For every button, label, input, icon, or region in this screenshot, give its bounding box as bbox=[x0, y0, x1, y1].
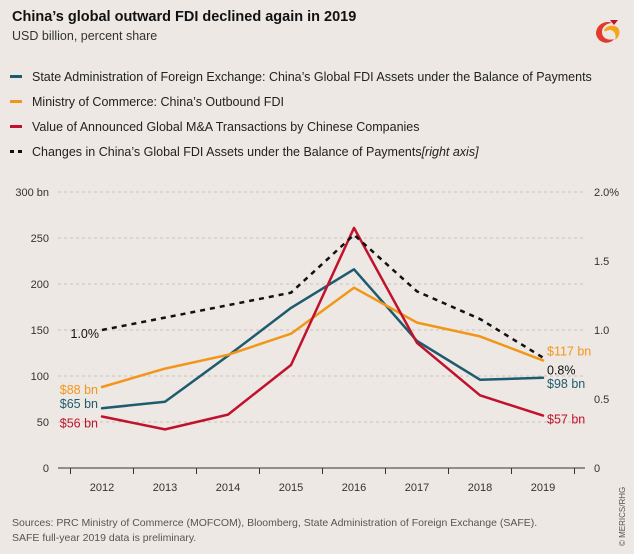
series-line-0 bbox=[100, 268, 545, 410]
y-right-tick-label: 1.0 bbox=[594, 325, 609, 337]
x-tick-label: 2019 bbox=[531, 482, 555, 494]
legend-item-mofcom: Ministry of Commerce: China’s Outbound F… bbox=[10, 89, 592, 114]
y-right-tick-label: 2.0% bbox=[594, 187, 619, 199]
y-left-tick-label: 50 bbox=[37, 417, 49, 429]
x-tick-label: 2015 bbox=[279, 482, 303, 494]
chart-title: China’s global outward FDI declined agai… bbox=[12, 9, 357, 25]
legend-label-changes: Changes in China’s Global FDI Assets und… bbox=[32, 144, 422, 159]
y-left-tick-label: 150 bbox=[31, 325, 49, 337]
legend-label-mofcom: Ministry of Commerce: China’s Outbound F… bbox=[32, 94, 284, 109]
legend-item-safe: State Administration of Foreign Exchange… bbox=[10, 64, 592, 89]
legend-label-ma: Value of Announced Global M&A Transactio… bbox=[32, 119, 420, 134]
series-line-2 bbox=[100, 226, 545, 431]
data-label: $98 bn bbox=[547, 377, 585, 391]
legend-swatch-ma bbox=[10, 125, 22, 128]
copyright: © MERICS/RHG bbox=[618, 486, 627, 546]
x-tick-label: 2017 bbox=[405, 482, 429, 494]
series-line-1 bbox=[100, 286, 545, 389]
legend-label-right-axis: [right axis] bbox=[421, 144, 479, 159]
merics-logo-icon bbox=[596, 20, 620, 43]
data-label: 0.8% bbox=[547, 364, 576, 378]
legend-item-ma: Value of Announced Global M&A Transactio… bbox=[10, 114, 592, 139]
data-label: $56 bn bbox=[60, 416, 98, 430]
y-left-tick-label: 200 bbox=[31, 279, 49, 291]
legend-label-safe: State Administration of Foreign Exchange… bbox=[32, 69, 592, 84]
data-label: $65 bn bbox=[60, 397, 98, 411]
x-tick-label: 2012 bbox=[90, 482, 114, 494]
legend-swatch-mofcom bbox=[10, 100, 22, 103]
x-tick-label: 2013 bbox=[153, 482, 177, 494]
legend-swatch-changes bbox=[10, 150, 22, 153]
x-tick-label: 2014 bbox=[216, 482, 240, 494]
x-tick-label: 2018 bbox=[468, 482, 492, 494]
footnote-preliminary: SAFE full-year 2019 data is preliminary. bbox=[12, 532, 197, 544]
x-tick-label: 2016 bbox=[342, 482, 366, 494]
chart-subtitle: USD billion, percent share bbox=[12, 29, 158, 43]
y-right-tick-label: 0 bbox=[594, 463, 600, 475]
data-label: 1.0% bbox=[71, 327, 100, 341]
footnote: Sources: PRC Ministry of Commerce (MOFCO… bbox=[12, 516, 537, 546]
legend: State Administration of Foreign Exchange… bbox=[10, 64, 592, 164]
y-right-tick-label: 0.5 bbox=[594, 394, 609, 406]
data-label: $88 bn bbox=[60, 383, 98, 397]
y-left-tick-label: 300 bn bbox=[15, 187, 49, 199]
series-line-3 bbox=[101, 233, 544, 359]
data-label: $57 bn bbox=[547, 413, 585, 427]
legend-item-changes: Changes in China’s Global FDI Assets und… bbox=[10, 139, 592, 164]
y-left-tick-label: 100 bbox=[31, 371, 49, 383]
data-label: $117 bn bbox=[547, 344, 591, 358]
footnote-sources: Sources: PRC Ministry of Commerce (MOFCO… bbox=[12, 517, 538, 529]
legend-swatch-safe bbox=[10, 75, 22, 78]
y-right-tick-label: 1.5 bbox=[594, 256, 609, 268]
y-left-tick-label: 0 bbox=[43, 463, 49, 475]
y-left-tick-label: 250 bbox=[31, 233, 49, 245]
